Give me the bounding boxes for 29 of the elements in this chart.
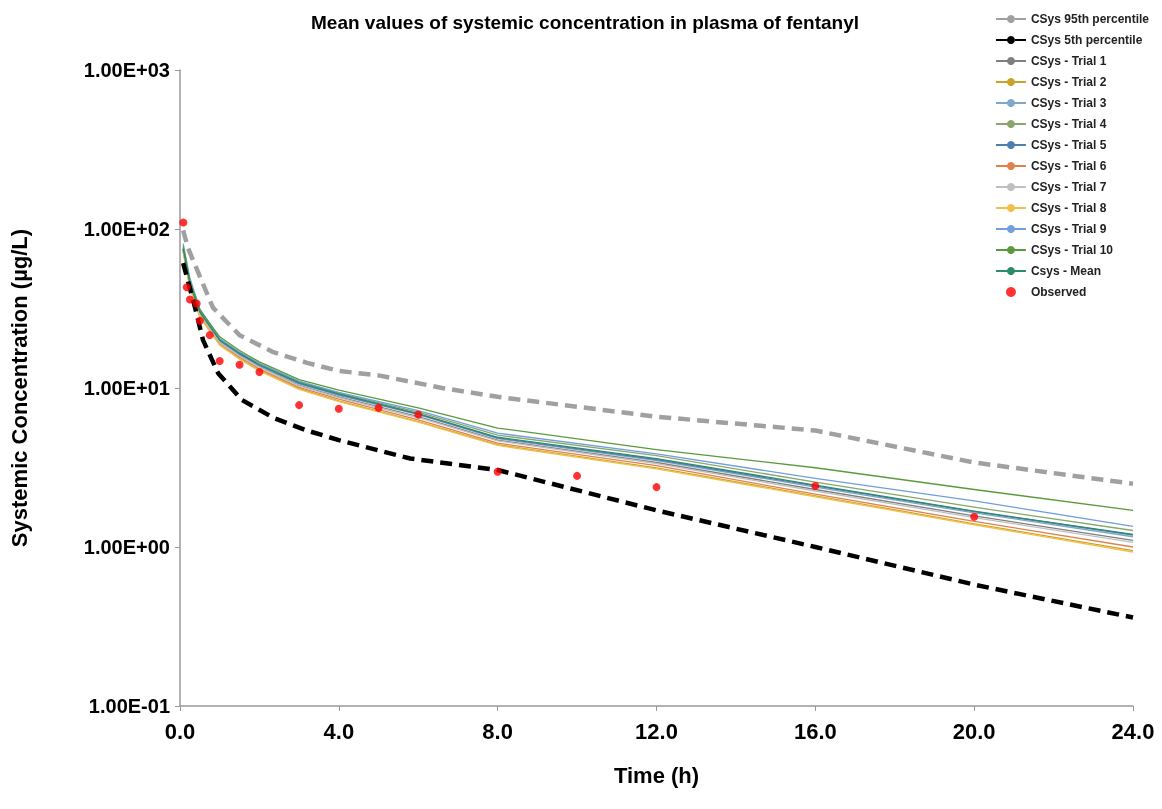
- y-tick-label: 1.00E+03: [83, 59, 170, 81]
- x-tick-label: 16.0: [793, 718, 837, 744]
- legend-label: CSys 95th percentile: [1030, 12, 1150, 26]
- x-tick-label: 4.0: [323, 718, 355, 744]
- legend-label: CSys 5th percentile: [1030, 33, 1143, 47]
- y-tick-label: 1.00E+00: [83, 536, 170, 558]
- legend-label: CSys - Trial 5: [1030, 138, 1107, 152]
- legend-label: Observed: [1030, 285, 1087, 299]
- legend-label: CSys - Trial 2: [1030, 75, 1107, 89]
- legend-label: CSys - Trial 4: [1030, 117, 1107, 131]
- legend-label: Csys - Mean: [1030, 264, 1101, 278]
- x-tick-label: 0.0: [164, 718, 196, 744]
- x-tick-label: 8.0: [482, 718, 513, 744]
- x-axis-title: Time (h): [613, 762, 700, 788]
- y-tick-label: 1.00E-01: [88, 695, 170, 717]
- legend-label: CSys - Trial 7: [1030, 180, 1107, 194]
- chart-title: Mean values of systemic concentration in plasma of fentanyl: [311, 12, 859, 33]
- y-tick-label: 1.00E+01: [83, 377, 170, 399]
- y-axis-title: Systemic Concentration (µg/L): [6, 228, 32, 548]
- legend-label: CSys - Trial 10: [1030, 243, 1114, 257]
- y-tick-label: 1.00E+02: [83, 218, 170, 240]
- x-tick-label: 24.0: [1111, 718, 1155, 744]
- legend-label: CSys - Trial 6: [1030, 159, 1107, 173]
- legend-label: CSys - Trial 9: [1030, 222, 1107, 236]
- legend-label: CSys - Trial 1: [1030, 54, 1107, 68]
- x-tick-label: 20.0: [952, 718, 996, 744]
- legend-label: CSys - Trial 8: [1030, 201, 1107, 215]
- x-tick-label: 12.0: [635, 718, 678, 744]
- legend-label: CSys - Trial 3: [1030, 96, 1107, 110]
